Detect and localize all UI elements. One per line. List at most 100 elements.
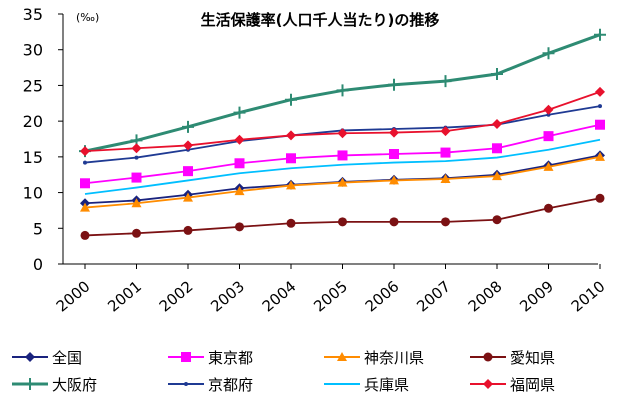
x-tick-label: 2006	[362, 277, 403, 315]
data-point	[389, 127, 399, 138]
data-point	[440, 126, 451, 137]
legend-item: 東京都	[168, 349, 253, 367]
data-point	[337, 177, 348, 187]
data-point	[80, 146, 90, 157]
data-point	[80, 230, 90, 240]
data-point	[286, 218, 296, 228]
data-point	[492, 143, 502, 154]
data-point	[131, 198, 142, 208]
chart-title: 生活保護率(人口千人当たり)の推移	[201, 11, 440, 29]
data-point	[595, 119, 605, 130]
data-point	[80, 202, 90, 212]
y-tick-label: 10	[23, 184, 43, 203]
data-point	[286, 153, 296, 164]
data-point	[492, 171, 502, 181]
data-point	[336, 84, 349, 97]
data-point	[543, 161, 554, 171]
data-point	[132, 228, 141, 238]
y-tick-label: 35	[23, 5, 43, 24]
data-point	[183, 225, 193, 235]
data-point	[183, 192, 193, 202]
y-tick-label: 25	[23, 76, 43, 95]
data-point	[83, 160, 87, 165]
data-point	[131, 172, 142, 183]
legend-label: 福岡県	[510, 376, 555, 394]
legend-label: 京都府	[208, 376, 253, 394]
data-point	[598, 104, 602, 109]
data-point	[233, 106, 246, 119]
series-4	[79, 28, 606, 158]
data-point	[492, 215, 502, 225]
data-point	[183, 166, 193, 177]
series-line	[84, 197, 601, 237]
series-7	[80, 86, 605, 157]
x-tick-label: 2008	[465, 277, 506, 315]
data-point	[595, 151, 605, 161]
data-point	[389, 175, 399, 185]
series-layer	[79, 28, 606, 240]
data-point	[389, 217, 399, 227]
legend-item: 大阪府	[12, 376, 97, 394]
legend-swatch-marker	[483, 352, 493, 362]
legend-label: 愛知県	[510, 349, 555, 367]
data-point	[285, 93, 297, 106]
legend-label: 大阪府	[52, 376, 97, 394]
legend-label: 神奈川県	[364, 349, 424, 367]
series-6	[84, 138, 601, 195]
series-3	[80, 193, 605, 240]
legend-item: 京都府	[168, 376, 253, 394]
data-point	[440, 174, 451, 183]
legend-item: 福岡県	[470, 376, 555, 394]
data-point	[234, 134, 245, 145]
legend-label: 全国	[52, 349, 82, 367]
data-point	[595, 193, 605, 203]
legend-swatch-marker	[181, 352, 191, 362]
y-axis-unit: (‰)	[76, 11, 99, 24]
legend-item: 兵庫県	[324, 376, 409, 394]
data-point	[542, 47, 555, 60]
data-point	[543, 104, 554, 115]
data-point	[491, 68, 503, 80]
series-line	[84, 138, 601, 195]
legend-swatch-marker	[483, 379, 493, 389]
legend-swatch-marker	[24, 378, 36, 390]
data-point	[337, 150, 348, 161]
data-point	[286, 130, 296, 141]
data-point	[388, 78, 400, 91]
data-point	[338, 217, 347, 227]
y-tick-label: 15	[23, 148, 43, 167]
data-point	[594, 28, 606, 41]
series-2	[80, 151, 605, 212]
x-tick-label: 2003	[207, 277, 248, 315]
x-tick-label: 2001	[104, 277, 145, 315]
x-tick-label: 2005	[310, 277, 351, 315]
data-point	[182, 120, 194, 133]
legend-label: 東京都	[208, 349, 253, 367]
x-tick-label: 2007	[413, 277, 454, 315]
data-point	[389, 149, 399, 159]
x-tick-label: 2002	[156, 277, 197, 315]
y-tick-label: 5	[33, 219, 43, 238]
legend-swatch-marker	[25, 352, 35, 362]
data-point	[286, 180, 296, 190]
x-tick-label: 2000	[53, 277, 94, 315]
data-point	[544, 203, 553, 213]
legend-item: 神奈川県	[324, 349, 424, 367]
data-point	[234, 186, 245, 196]
legend-swatch-marker	[337, 352, 347, 361]
data-point	[492, 119, 502, 129]
data-point	[543, 131, 554, 142]
x-tick-label: 2010	[568, 277, 609, 315]
data-point	[131, 143, 142, 154]
data-point	[134, 155, 139, 160]
legend-item: 全国	[12, 349, 82, 367]
x-tick-label: 2004	[259, 277, 300, 315]
y-tick-label: 30	[23, 41, 43, 60]
data-point	[595, 86, 605, 97]
data-point	[337, 128, 348, 139]
x-tick-label: 2009	[516, 277, 557, 315]
data-point	[183, 140, 193, 151]
